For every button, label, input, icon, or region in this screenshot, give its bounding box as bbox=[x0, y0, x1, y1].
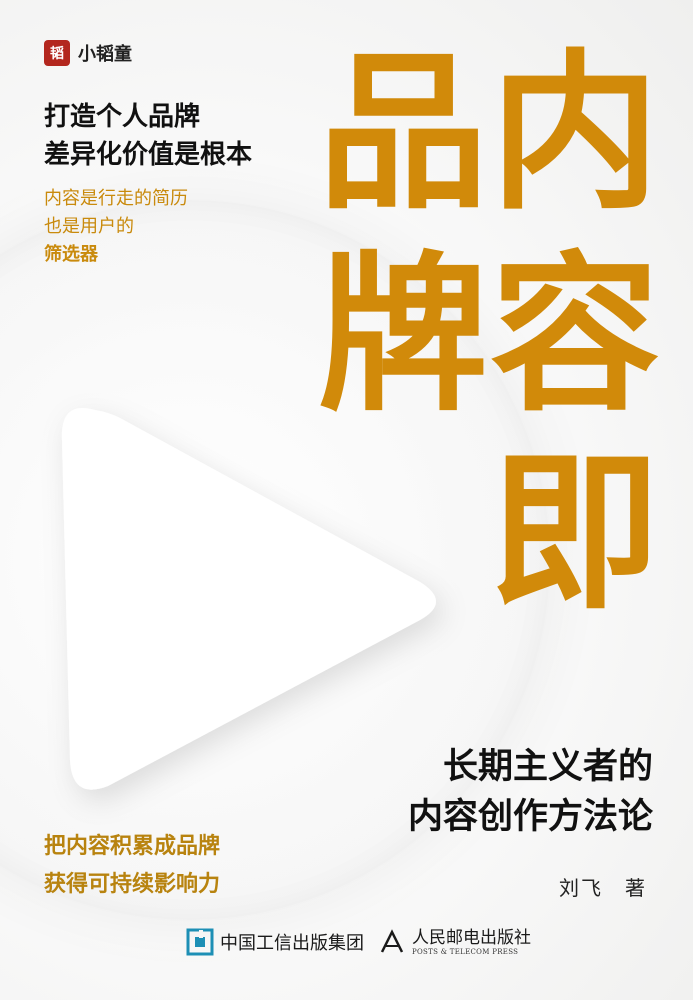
subtag-line2: 也是用户的 bbox=[44, 216, 134, 237]
subtitle: 长期主义者的 内容创作方法论 bbox=[408, 742, 653, 842]
brand: 韬 小韬童 bbox=[44, 40, 132, 66]
title-char-1: 品 bbox=[318, 33, 489, 233]
publisher-press-logo-icon bbox=[380, 929, 404, 953]
brand-name: 小韬童 bbox=[78, 44, 132, 65]
publisher-press-name: 人民邮电出版社 bbox=[412, 928, 531, 948]
tagline-line1: 打造个人品牌 bbox=[44, 102, 201, 132]
subtitle-line1: 长期主义者的 bbox=[442, 747, 653, 787]
publisher-group-name: 中国工信出版集团 bbox=[220, 933, 364, 954]
title-char-2: 牌 bbox=[318, 235, 489, 435]
publisher-group-logo-icon bbox=[186, 928, 214, 956]
title-char-5: 即 bbox=[490, 433, 661, 633]
title-char-4: 容 bbox=[490, 235, 661, 435]
author: 刘飞 著 bbox=[559, 876, 647, 900]
subtag-line1: 内容是行走的简历 bbox=[44, 188, 188, 209]
subtag: 内容是行走的简历 也是用户的 筛选器 bbox=[44, 185, 188, 269]
slogan-line1: 把内容积累成品牌 bbox=[44, 834, 221, 859]
title-char-3: 内 bbox=[490, 33, 661, 233]
slogan: 把内容积累成品牌 获得可持续影响力 bbox=[44, 828, 220, 904]
tagline: 打造个人品牌 差异化价值是根本 bbox=[44, 98, 252, 174]
subtitle-line2: 内容创作方法论 bbox=[407, 797, 653, 837]
tagline-line2: 差异化价值是根本 bbox=[44, 140, 253, 170]
publisher-press-english: POSTS & TELECOM PRESS bbox=[412, 948, 519, 956]
brand-logo: 韬 bbox=[44, 40, 70, 66]
publisher-group: 中国工信出版集团 bbox=[186, 928, 364, 956]
subtag-line3: 筛选器 bbox=[44, 244, 98, 265]
slogan-line2: 获得可持续影响力 bbox=[44, 872, 221, 897]
publisher-press: 人民邮电出版社 POSTS & TELECOM PRESS bbox=[378, 928, 531, 956]
